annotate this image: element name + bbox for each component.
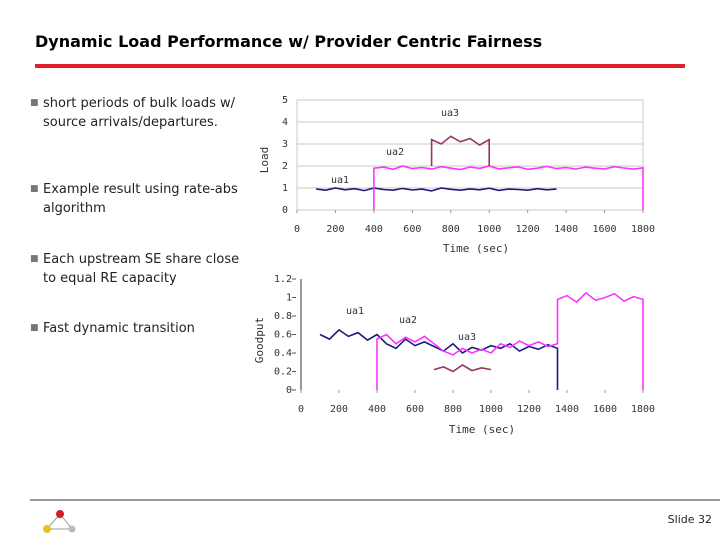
series-line xyxy=(433,364,492,373)
x-tick-label: 1600 xyxy=(593,404,617,415)
x-tick-label: 0 xyxy=(298,404,304,415)
x-tick-label: 1200 xyxy=(516,224,540,235)
x-tick-label: 1400 xyxy=(555,404,579,415)
y-tick-label: 0.8 xyxy=(274,311,292,322)
y-tick-label: 0 xyxy=(282,205,288,216)
x-tick-label: 400 xyxy=(365,224,383,235)
x-tick-label: 800 xyxy=(444,404,462,415)
annotation: ua1 xyxy=(331,175,349,186)
y-tick-label: 1 xyxy=(282,183,288,194)
annotation: ua2 xyxy=(386,147,404,158)
x-tick-label: 1200 xyxy=(517,404,541,415)
slide-number: Slide 32 xyxy=(667,513,712,526)
y-tick-label: 1 xyxy=(286,293,292,304)
footer-rule xyxy=(30,499,720,501)
series-line xyxy=(373,165,644,210)
series-line xyxy=(376,291,644,390)
x-tick-label: 1800 xyxy=(631,404,655,415)
y-tick-label: 5 xyxy=(282,95,288,106)
y-tick-label: 3 xyxy=(282,139,288,150)
x-tick-label: 200 xyxy=(326,224,344,235)
bullet: ■ Fast dynamic transition xyxy=(30,319,245,338)
bullet-text: Example result using rate-abs algorithm xyxy=(43,182,238,216)
x-tick-label: 800 xyxy=(442,224,460,235)
series-line xyxy=(316,187,557,192)
annotation: ua1 xyxy=(346,306,364,317)
title-rule xyxy=(35,64,685,68)
y-axis-label: Goodput xyxy=(253,317,266,363)
x-tick-label: 1000 xyxy=(477,224,501,235)
bullet-text: Fast dynamic transition xyxy=(43,321,195,336)
logo xyxy=(43,510,76,533)
bullet: ■ short periods of bulk loads w/ source a… xyxy=(30,94,245,132)
y-tick-label: 0.4 xyxy=(274,348,292,359)
series-line xyxy=(319,328,559,390)
x-tick-label: 600 xyxy=(403,224,421,235)
y-tick-label: 4 xyxy=(282,117,288,128)
x-axis-label: Time (sec) xyxy=(449,423,515,436)
bullet-text: Each upstream SE share close to equal RE… xyxy=(43,252,240,286)
x-tick-label: 200 xyxy=(330,404,348,415)
x-tick-label: 400 xyxy=(368,404,386,415)
annotation: ua2 xyxy=(399,315,417,326)
x-tick-label: 1400 xyxy=(554,224,578,235)
y-tick-label: 0.2 xyxy=(274,367,292,378)
annotation: ua3 xyxy=(458,332,476,343)
plot-area xyxy=(296,99,644,211)
annotation: ua3 xyxy=(441,108,459,119)
y-tick-label: 2 xyxy=(282,161,288,172)
y-axis-label: Load xyxy=(258,147,271,174)
y-tick-label: 1.2 xyxy=(274,274,292,285)
x-tick-label: 0 xyxy=(294,224,300,235)
x-axis-label: Time (sec) xyxy=(443,242,509,255)
y-tick-label: 0 xyxy=(286,385,292,396)
slide-title: Dynamic Load Performance w/ Provider Cen… xyxy=(35,32,543,51)
bullet: ■ Example result using rate-abs algorithm xyxy=(30,180,245,218)
x-tick-label: 1600 xyxy=(593,224,617,235)
x-tick-label: 600 xyxy=(406,404,424,415)
series-line xyxy=(430,135,490,166)
y-tick-label: 0.6 xyxy=(274,330,292,341)
bullet-text: short periods of bulk loads w/ source ar… xyxy=(43,96,235,130)
bullet: ■ Each upstream SE share close to equal R… xyxy=(30,250,245,288)
x-tick-label: 1800 xyxy=(631,224,655,235)
x-tick-label: 1000 xyxy=(479,404,503,415)
